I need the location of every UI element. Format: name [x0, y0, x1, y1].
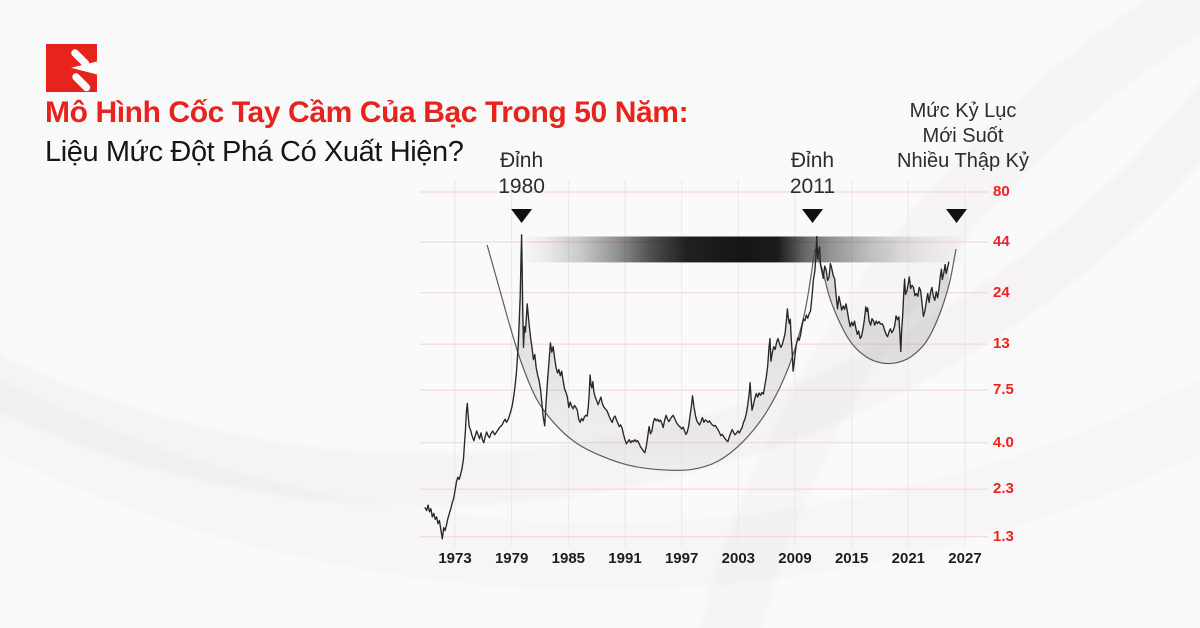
record-line: Nhiều Thập Kỷ	[897, 150, 1029, 172]
x-axis-tick-label: 1985	[551, 550, 586, 567]
resistance-band	[524, 236, 962, 263]
peak-year: 1980	[498, 175, 545, 198]
triangle-down-icon	[946, 209, 967, 223]
y-axis-tick-label: 13	[993, 335, 1010, 353]
annotation-peak-1980: Đỉnh 1980	[452, 148, 592, 200]
page-title-line1: Mô Hình Cốc Tay Cầm Của Bạc Trong 50 Năm…	[45, 96, 689, 129]
y-axis-tick-label: 7.5	[993, 381, 1014, 399]
cup-and-handle-curve	[486, 244, 957, 472]
peak-year: 2011	[789, 175, 836, 198]
record-line: Mới Suốt	[922, 125, 1004, 147]
y-axis-tick-label: 2.3	[993, 480, 1014, 498]
silver-price-line	[424, 234, 950, 540]
y-axis-tick-label: 24	[993, 283, 1010, 301]
annotation-peak-2011: Đỉnh 2011	[742, 148, 882, 200]
x-axis-tick-label: 2003	[721, 550, 756, 567]
peak-label: Đỉnh	[499, 149, 544, 172]
triangle-down-icon	[511, 209, 533, 223]
x-axis-tick-label: 2027	[948, 550, 982, 567]
y-axis-tick-label: 4.0	[993, 433, 1014, 451]
y-axis-tick-label: 80	[993, 183, 1010, 200]
y-axis-tick-label: 44	[993, 233, 1010, 251]
x-axis-tick-label: 1973	[438, 550, 472, 567]
brand-logo	[46, 44, 97, 92]
y-axis-tick-label: 1.3	[993, 527, 1014, 545]
x-axis-tick-label: 2021	[891, 550, 926, 567]
diagonal-arrow-icon	[71, 49, 97, 92]
x-axis-tick-label: 2015	[834, 550, 869, 567]
triangle-down-icon	[802, 209, 823, 223]
x-axis-tick-label: 1979	[494, 550, 529, 567]
x-axis-tick-label: 1997	[664, 550, 699, 567]
peak-markers	[511, 209, 967, 223]
x-axis-tick-label: 1991	[608, 550, 642, 567]
peak-label: Đỉnh	[790, 149, 835, 172]
x-axis-tick-label: 2009	[778, 550, 812, 567]
cup-shaded-area	[487, 234, 949, 471]
page-title-line2: Liệu Mức Đột Phá Có Xuất Hiện?	[45, 136, 464, 168]
annotation-record-level: Mức Kỷ Lục Mới Suốt Nhiều Thập Kỷ	[877, 99, 1049, 174]
record-line: Mức Kỷ Lục	[909, 100, 1017, 122]
